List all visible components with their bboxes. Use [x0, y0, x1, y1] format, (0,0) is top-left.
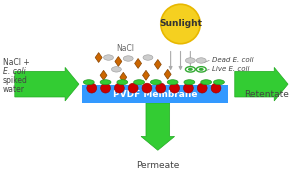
Ellipse shape — [185, 67, 195, 72]
Ellipse shape — [112, 67, 121, 72]
Text: Dead E. coli: Dead E. coli — [212, 57, 254, 63]
Polygon shape — [120, 72, 127, 82]
Ellipse shape — [196, 58, 206, 63]
Ellipse shape — [185, 58, 195, 63]
Circle shape — [170, 83, 179, 93]
Text: Permeate: Permeate — [136, 161, 179, 170]
Text: spiked: spiked — [3, 76, 28, 85]
Text: Live E. coli: Live E. coli — [212, 66, 250, 72]
FancyArrow shape — [15, 67, 79, 101]
Polygon shape — [154, 60, 161, 69]
Polygon shape — [142, 70, 149, 80]
Circle shape — [87, 83, 97, 93]
Ellipse shape — [150, 80, 161, 85]
Ellipse shape — [184, 80, 195, 85]
Ellipse shape — [123, 56, 133, 61]
Ellipse shape — [117, 80, 128, 85]
Ellipse shape — [214, 80, 224, 85]
Polygon shape — [115, 57, 122, 66]
Ellipse shape — [196, 67, 206, 72]
Ellipse shape — [103, 55, 113, 60]
Text: Retentate: Retentate — [244, 90, 290, 99]
Ellipse shape — [134, 80, 145, 85]
Text: NaCl: NaCl — [116, 44, 134, 53]
Circle shape — [114, 83, 124, 93]
Circle shape — [211, 83, 221, 93]
Text: water: water — [3, 85, 25, 94]
Circle shape — [184, 83, 193, 93]
Circle shape — [161, 4, 200, 44]
Ellipse shape — [100, 80, 111, 85]
Text: Radicals: Radicals — [91, 89, 120, 95]
Ellipse shape — [188, 68, 193, 71]
Polygon shape — [164, 69, 171, 79]
Text: NaCl +: NaCl + — [3, 58, 30, 67]
Polygon shape — [95, 53, 102, 62]
Ellipse shape — [167, 80, 178, 85]
Polygon shape — [135, 58, 142, 68]
Text: E. coli: E. coli — [3, 67, 26, 76]
Circle shape — [142, 83, 152, 93]
Ellipse shape — [199, 68, 204, 71]
FancyArrow shape — [235, 67, 288, 101]
Ellipse shape — [143, 55, 153, 60]
Circle shape — [197, 83, 207, 93]
Ellipse shape — [201, 80, 212, 85]
Ellipse shape — [83, 80, 94, 85]
Text: N-TiO₂: N-TiO₂ — [155, 89, 176, 95]
Polygon shape — [100, 70, 107, 80]
Circle shape — [128, 83, 138, 93]
Circle shape — [100, 83, 110, 93]
FancyArrow shape — [141, 103, 175, 150]
Text: PVDF Membrane: PVDF Membrane — [112, 90, 197, 99]
Text: Sunlight: Sunlight — [159, 19, 202, 28]
Circle shape — [156, 83, 166, 93]
Bar — [82, 85, 228, 103]
